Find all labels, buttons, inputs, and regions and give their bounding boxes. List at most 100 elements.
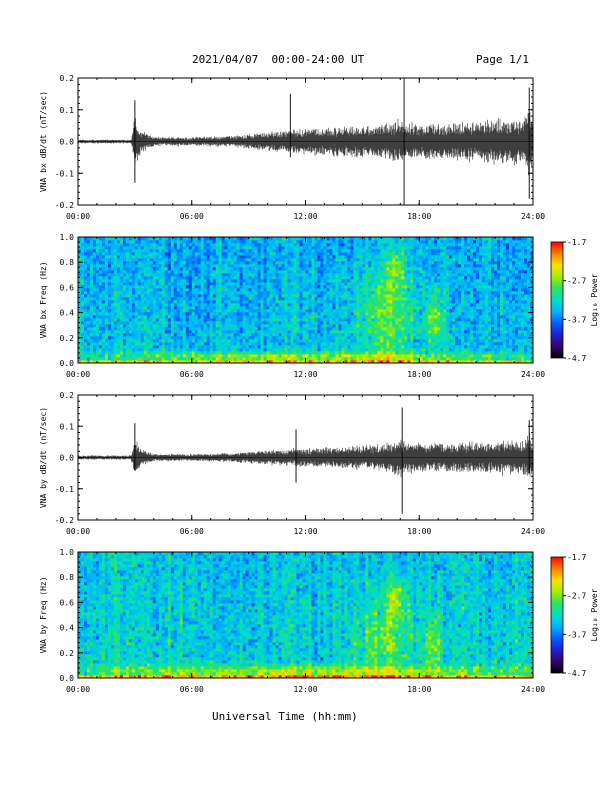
spectrogram-cell (395, 351, 399, 355)
spectrogram-cell (119, 246, 124, 250)
spectrogram-cell (137, 309, 142, 313)
spectrogram-cell (179, 261, 184, 265)
spectrogram-cell (272, 279, 276, 283)
spectrogram-cell (389, 264, 393, 268)
spectrogram-cell (401, 315, 405, 319)
spectrogram-cell (155, 360, 160, 364)
spectrogram-cell (314, 288, 318, 292)
spectrogram-cell (167, 246, 172, 250)
spectrogram-cell (374, 348, 378, 352)
spectrogram-cell (170, 315, 175, 319)
spectrogram-cell (275, 330, 279, 334)
spectrogram-cell (209, 285, 214, 289)
spectrogram-cell (110, 237, 115, 241)
spectrogram-cell (113, 243, 118, 247)
spectrogram-cell (395, 354, 399, 358)
spectrogram-cell (254, 237, 258, 241)
spectrogram-cell (239, 351, 243, 355)
spectrogram-cell (260, 354, 264, 358)
spectrogram-cell (191, 315, 196, 319)
spectrogram-cell (110, 348, 115, 352)
spectrogram-cell (230, 273, 234, 277)
spectrogram-cell (113, 315, 118, 319)
spectrogram-cell (362, 297, 366, 301)
spectrogram-cell (164, 306, 169, 310)
spectrogram-cell (95, 276, 100, 280)
spectrogram-cell (323, 342, 327, 346)
spectrogram-cell (173, 318, 178, 322)
spectrogram-cell (329, 243, 333, 247)
spectrogram-cell (242, 294, 246, 298)
spectrogram-cell (302, 339, 306, 343)
spectrogram-cell (371, 321, 375, 325)
spectrogram-cell (170, 318, 175, 322)
spectrogram-cell (194, 294, 199, 298)
spectrogram-cell (134, 252, 139, 256)
spectrogram-cell (167, 264, 172, 268)
spectrogram-cell (95, 243, 100, 247)
spectrogram-cell (281, 297, 285, 301)
spectrogram-cell (233, 345, 237, 349)
spectrogram-cell (416, 291, 420, 295)
spectrogram-cell (374, 276, 378, 280)
spectrogram-cell (392, 282, 396, 286)
spectrogram-cell (266, 261, 270, 265)
spectrogram-cell (200, 279, 205, 283)
spectrogram-cell (251, 336, 255, 340)
spectrogram-cell (320, 249, 324, 253)
spectrogram-cell (89, 330, 94, 334)
spectrogram-cell (293, 354, 297, 358)
x-tick-label: 24:00 (521, 212, 545, 221)
spectrogram-cell (389, 327, 393, 331)
spectrogram-cell (281, 315, 285, 319)
spectrogram-cell (284, 354, 288, 358)
spectrogram-cell (326, 288, 330, 292)
spectrogram-cell (128, 273, 133, 277)
spectrogram-cell (368, 243, 372, 247)
spectrogram-cell (83, 300, 88, 304)
spectrogram-cell (80, 345, 85, 349)
spectrogram-cell (173, 312, 178, 316)
spectrogram-cell (158, 360, 163, 364)
spectrogram-cell (419, 270, 423, 274)
spectrogram-cell (212, 291, 217, 295)
spectrogram-cell (95, 297, 100, 301)
spectrogram-cell (197, 255, 202, 259)
spectrogram-cell (368, 237, 372, 241)
spectrogram-cell (188, 270, 193, 274)
spectrogram-cell (122, 258, 127, 262)
spectrogram-cell (422, 270, 426, 274)
spectrogram-cell (284, 285, 288, 289)
spectrogram-cell (215, 321, 220, 325)
spectrogram-cell (419, 285, 423, 289)
spectrogram-cell (203, 327, 208, 331)
spectrogram-cell (302, 357, 306, 361)
spectrogram-cell (311, 258, 315, 262)
spectrogram-cell (383, 258, 387, 262)
spectrogram-cell (128, 312, 133, 316)
spectrogram-cell (227, 267, 232, 271)
spectrogram-cell (176, 291, 181, 295)
spectrogram-cell (287, 345, 291, 349)
spectrogram-cell (245, 255, 249, 259)
spectrogram-cell (158, 327, 163, 331)
spectrogram-cell (380, 294, 384, 298)
spectrogram-cell (326, 351, 330, 355)
spectrogram-cell (164, 249, 169, 253)
spectrogram-cell (185, 306, 190, 310)
spectrogram-cell (140, 240, 145, 244)
spectrogram-cell (311, 348, 315, 352)
spectrogram-cell (311, 270, 315, 274)
spectrogram-cell (122, 312, 127, 316)
spectrogram-cell (104, 252, 109, 256)
spectrogram-cell (209, 348, 214, 352)
spectrogram-cell (347, 291, 351, 295)
spectrogram-cell (314, 336, 318, 340)
spectrogram-cell (92, 360, 97, 364)
spectrogram-cell (314, 330, 318, 334)
spectrogram-cell (362, 360, 366, 364)
spectrogram-cell (257, 309, 261, 313)
spectrogram-cell (284, 348, 288, 352)
spectrogram-cell (296, 312, 300, 316)
